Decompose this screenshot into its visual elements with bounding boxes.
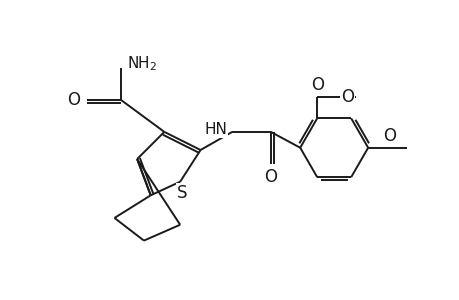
- Text: O: O: [382, 128, 396, 146]
- Text: S: S: [177, 184, 187, 202]
- Text: HN: HN: [204, 122, 227, 137]
- Text: O: O: [263, 168, 277, 186]
- Text: O: O: [67, 91, 80, 109]
- Text: O: O: [310, 76, 323, 94]
- Text: O: O: [341, 88, 353, 106]
- Text: NH$_2$: NH$_2$: [126, 55, 157, 73]
